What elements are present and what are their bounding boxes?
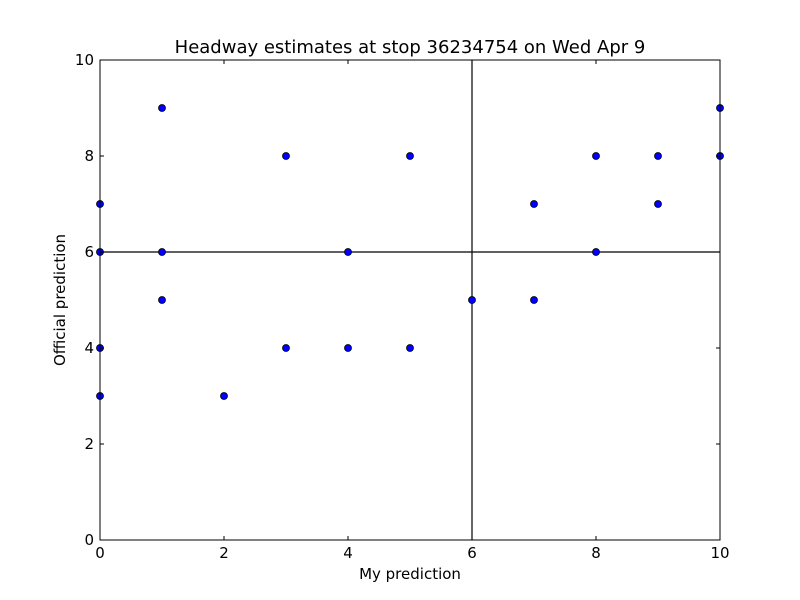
axis-ticks: 0 2 4 6 8 10 0 2 4 6 8 10 xyxy=(75,51,730,562)
scatter-point xyxy=(158,104,166,112)
y-tick-label: 2 xyxy=(84,435,94,453)
scatter-point xyxy=(406,344,414,352)
x-tick-label: 4 xyxy=(343,544,353,562)
scatter-point xyxy=(654,152,662,160)
y-tick-label: 4 xyxy=(84,339,94,357)
scatter-point xyxy=(282,344,290,352)
scatter-point xyxy=(344,248,352,256)
scatter-point xyxy=(530,200,538,208)
x-tick-label: 10 xyxy=(710,544,729,562)
scatter-point xyxy=(592,248,600,256)
scatter-point xyxy=(406,152,414,160)
y-tick-label: 10 xyxy=(75,51,94,69)
y-axis-label: Official prediction xyxy=(51,234,69,366)
x-axis-label: My prediction xyxy=(359,565,461,583)
scatter-point xyxy=(592,152,600,160)
plot-area xyxy=(100,60,720,540)
x-tick-label: 2 xyxy=(219,544,229,562)
scatter-point xyxy=(158,296,166,304)
scatter-point xyxy=(654,200,662,208)
plot-frame xyxy=(99,59,721,541)
chart-title: Headway estimates at stop 36234754 on We… xyxy=(175,37,646,58)
x-tick-label: 6 xyxy=(467,544,477,562)
x-tick-label: 0 xyxy=(95,544,105,562)
scatter-point xyxy=(468,296,476,304)
y-tick-label: 8 xyxy=(84,147,94,165)
x-tick-label: 8 xyxy=(591,544,601,562)
scatter-point xyxy=(220,392,228,400)
scatter-point xyxy=(282,152,290,160)
y-tick-label: 0 xyxy=(84,531,94,549)
scatter-point xyxy=(158,248,166,256)
y-tick-label: 6 xyxy=(84,243,94,261)
scatter-point xyxy=(530,296,538,304)
scatter-point xyxy=(344,344,352,352)
